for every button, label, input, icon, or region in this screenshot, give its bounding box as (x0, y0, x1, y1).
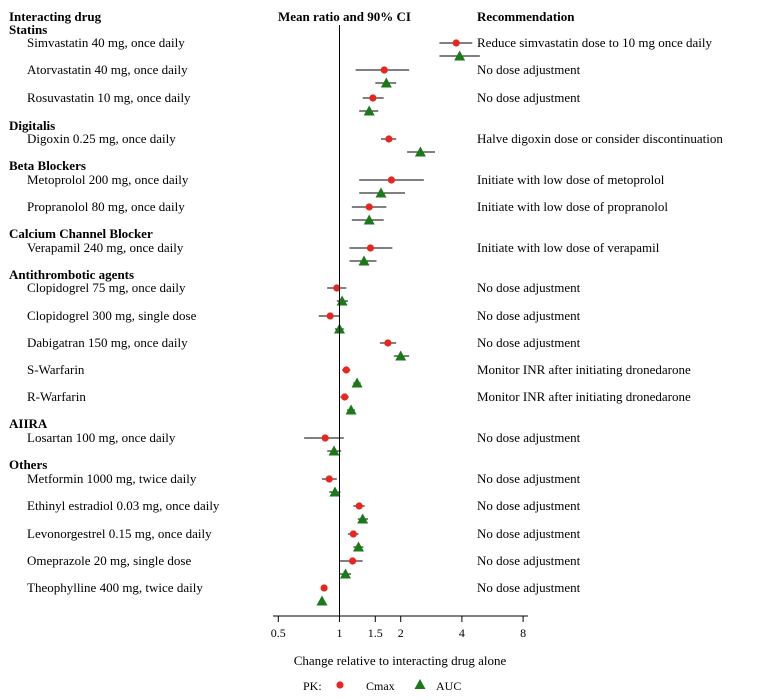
auc-point (363, 105, 375, 116)
drug-label: Dabigatran 150 mg, once daily (27, 335, 188, 350)
auc-point (328, 445, 340, 456)
recommendation-text: Reduce simvastatin dose to 10 mg once da… (477, 35, 713, 50)
recommendation-text: No dose adjustment (477, 471, 581, 486)
drug-label: Digoxin 0.25 mg, once daily (27, 131, 176, 146)
auc-point (316, 595, 328, 606)
drug-label: Levonorgestrel 0.15 mg, once daily (27, 526, 212, 541)
drug-label: Ethinyl estradiol 0.03 mg, once daily (27, 498, 220, 513)
recommendation-text: Halve digoxin dose or consider discontin… (477, 131, 723, 146)
x-tick-label: 2 (398, 626, 404, 640)
group-heading: Beta Blockers (9, 158, 86, 173)
auc-point (395, 350, 407, 361)
drug-label: Clopidogrel 300 mg, single dose (27, 308, 197, 323)
drug-label: Omeprazole 20 mg, single dose (27, 553, 191, 568)
recommendation-text: Monitor INR after initiating dronedarone (477, 362, 691, 377)
auc-point (345, 404, 357, 415)
drug-label: Simvastatin 40 mg, once daily (27, 35, 185, 50)
recommendation-text: No dose adjustment (477, 90, 581, 105)
group-heading: Digitalis (9, 118, 55, 133)
group-heading: AIIRA (9, 416, 48, 431)
legend: PK: Cmax AUC (303, 679, 461, 693)
cmax-point (384, 339, 392, 347)
drug-label: Propranolol 80 mg, once daily (27, 199, 185, 214)
group-heading: Others (9, 457, 47, 472)
auc-point (375, 187, 387, 198)
drug-label: Clopidogrel 75 mg, once daily (27, 280, 186, 295)
cmax-point (349, 530, 357, 538)
recommendation-text: No dose adjustment (477, 553, 581, 568)
legend-cmax-marker (336, 681, 344, 689)
drug-label: Atorvastatin 40 mg, once daily (27, 62, 188, 77)
group-heading: Antithrombotic agents (9, 267, 134, 282)
legend-auc-marker (414, 679, 426, 689)
auc-point (329, 486, 341, 497)
header-ci: Mean ratio and 90% CI (278, 9, 411, 24)
auc-point (351, 377, 363, 388)
x-tick-label: 4 (459, 626, 465, 640)
cmax-point (385, 135, 393, 143)
recommendation-text: Initiate with low dose of propranolol (477, 199, 668, 214)
drug-label: Losartan 100 mg, once daily (27, 430, 176, 445)
auc-point (363, 214, 375, 225)
x-tick-label: 8 (520, 626, 526, 640)
header-recommendation: Recommendation (477, 9, 575, 24)
cmax-point (365, 203, 373, 211)
cmax-point (452, 39, 460, 47)
cmax-point (320, 584, 328, 592)
drug-label: S-Warfarin (27, 362, 85, 377)
x-tick-label: 1 (337, 626, 343, 640)
recommendation-text: No dose adjustment (477, 526, 581, 541)
recommendation-text: Monitor INR after initiating dronedarone (477, 389, 691, 404)
group-heading: Calcium Channel Blocker (9, 226, 153, 241)
cmax-point (342, 366, 350, 374)
auc-point (454, 50, 466, 61)
x-tick-label: 0.5 (271, 626, 286, 640)
recommendation-text: No dose adjustment (477, 430, 581, 445)
cmax-point (387, 176, 395, 184)
cmax-point (341, 393, 349, 401)
cmax-point (369, 94, 377, 102)
drug-label: Rosuvastatin 10 mg, once daily (27, 90, 191, 105)
auc-point (358, 255, 370, 266)
x-axis-label: Change relative to interacting drug alon… (294, 653, 507, 668)
cmax-point (349, 557, 357, 565)
legend-cmax-label: Cmax (366, 679, 395, 693)
auc-point (357, 513, 369, 524)
cmax-point (355, 502, 363, 510)
recommendation-text: No dose adjustment (477, 580, 581, 595)
recommendation-text: No dose adjustment (477, 335, 581, 350)
legend-prefix: PK: (303, 679, 322, 693)
drug-label: Metformin 1000 mg, twice daily (27, 471, 197, 486)
recommendation-text: No dose adjustment (477, 308, 581, 323)
drug-label: Metoprolol 200 mg, once daily (27, 172, 189, 187)
cmax-point (321, 434, 329, 442)
auc-point (339, 568, 351, 579)
cmax-point (326, 312, 334, 320)
drug-label: Theophylline 400 mg, twice daily (27, 580, 203, 595)
x-tick-label: 1.5 (368, 626, 383, 640)
x-axis: 0.5 1 1.5 2 4 8 (271, 25, 528, 640)
recommendation-text: Initiate with low dose of metoprolol (477, 172, 665, 187)
recommendation-text: No dose adjustment (477, 498, 581, 513)
legend-auc-label: AUC (436, 679, 461, 693)
auc-point (380, 77, 392, 88)
drug-label: R-Warfarin (27, 389, 86, 404)
recommendation-text: No dose adjustment (477, 280, 581, 295)
auc-point (414, 146, 426, 157)
cmax-point (333, 284, 341, 292)
cmax-point (325, 475, 333, 483)
cmax-point (380, 66, 388, 74)
recommendation-text: No dose adjustment (477, 62, 581, 77)
auc-point (352, 541, 364, 552)
header-drug: Interacting drug (9, 9, 102, 24)
cmax-point (366, 244, 375, 252)
group-heading: Statins (9, 22, 47, 37)
recommendation-text: Initiate with low dose of verapamil (477, 240, 660, 255)
drug-label: Verapamil 240 mg, once daily (27, 240, 184, 255)
